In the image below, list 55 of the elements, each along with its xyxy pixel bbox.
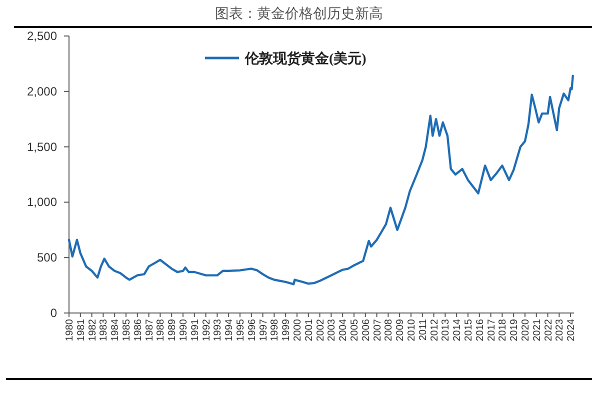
x-tick-label: 2018: [498, 318, 509, 342]
x-tick-label: 2013: [440, 318, 452, 342]
x-tick-label: 1988: [156, 318, 167, 342]
x-tick-label: 2003: [326, 318, 338, 342]
line-series: [68, 74, 574, 286]
x-tick-label: 2014: [452, 318, 464, 342]
x-tick-label: 2020: [520, 318, 532, 342]
x-tick-label: 1984: [110, 318, 122, 342]
x-tick-label: 2016: [474, 318, 486, 342]
x-tick-label: 2007: [372, 318, 384, 342]
x-tick-label: 2019: [509, 318, 520, 342]
x-tick-label: 1990: [178, 318, 190, 342]
x-tick-label: 2002: [315, 318, 326, 342]
x-tick-label: 1982: [87, 318, 98, 342]
x-tick-label: 2012: [429, 318, 440, 342]
x-tick-label: 2022: [543, 318, 554, 342]
x-tick-label: 2006: [360, 318, 372, 342]
x-tick-label: 1996: [246, 318, 258, 342]
x-tick-label: 1987: [144, 318, 156, 342]
y-tick-label: 0: [50, 306, 58, 320]
x-tick-label: 1999: [281, 318, 292, 342]
x-tick-label: 1993: [212, 318, 224, 342]
x-tick-label: 2000: [292, 318, 304, 342]
x-tick-label: 1995: [235, 318, 246, 342]
legend-label: 伦敦现货黄金(美元): [244, 50, 367, 67]
x-tick-label: 2009: [395, 318, 406, 342]
legend: 伦敦现货黄金(美元): [205, 52, 366, 67]
y-tick-label: 2,000: [26, 84, 58, 98]
y-tick-label: 1,000: [26, 195, 58, 210]
y-tick-label: 1,500: [26, 140, 58, 154]
x-tick-label: 2004: [338, 318, 350, 342]
x-tick-label: 2024: [566, 318, 578, 342]
x-tick-label: 2017: [486, 318, 498, 342]
x-tick-label: 1994: [224, 318, 236, 342]
x-tick-label: 1998: [270, 318, 281, 342]
x-tick-label: 2001: [304, 318, 315, 342]
x-tick-label: 1981: [76, 318, 87, 342]
chart-title: 图表：黄金价格创历史新高: [215, 5, 383, 21]
x-tick-label: 1985: [122, 318, 132, 342]
y-tick-label: 2,500: [26, 29, 58, 43]
x-tick-label: 2008: [384, 318, 395, 342]
x-tick-label: 1983: [98, 318, 110, 342]
x-tick-label: 1992: [201, 318, 212, 342]
x-tick-label: 1997: [258, 318, 270, 342]
x-tick-label: 2005: [349, 318, 360, 342]
x-tick-label: 2023: [554, 318, 566, 342]
x-tick-label: 2021: [532, 318, 543, 342]
x-tick-label: 1986: [132, 318, 144, 342]
x-tick-label: 1980: [64, 318, 76, 342]
x-tick-label: 1989: [167, 318, 178, 342]
x-tick-label: 2015: [463, 318, 474, 342]
x-tick-label: 2011: [418, 318, 429, 341]
x-tick-label: 2010: [406, 318, 418, 342]
y-tick-label: 500: [36, 250, 58, 265]
x-tick-label: 1991: [190, 318, 201, 342]
